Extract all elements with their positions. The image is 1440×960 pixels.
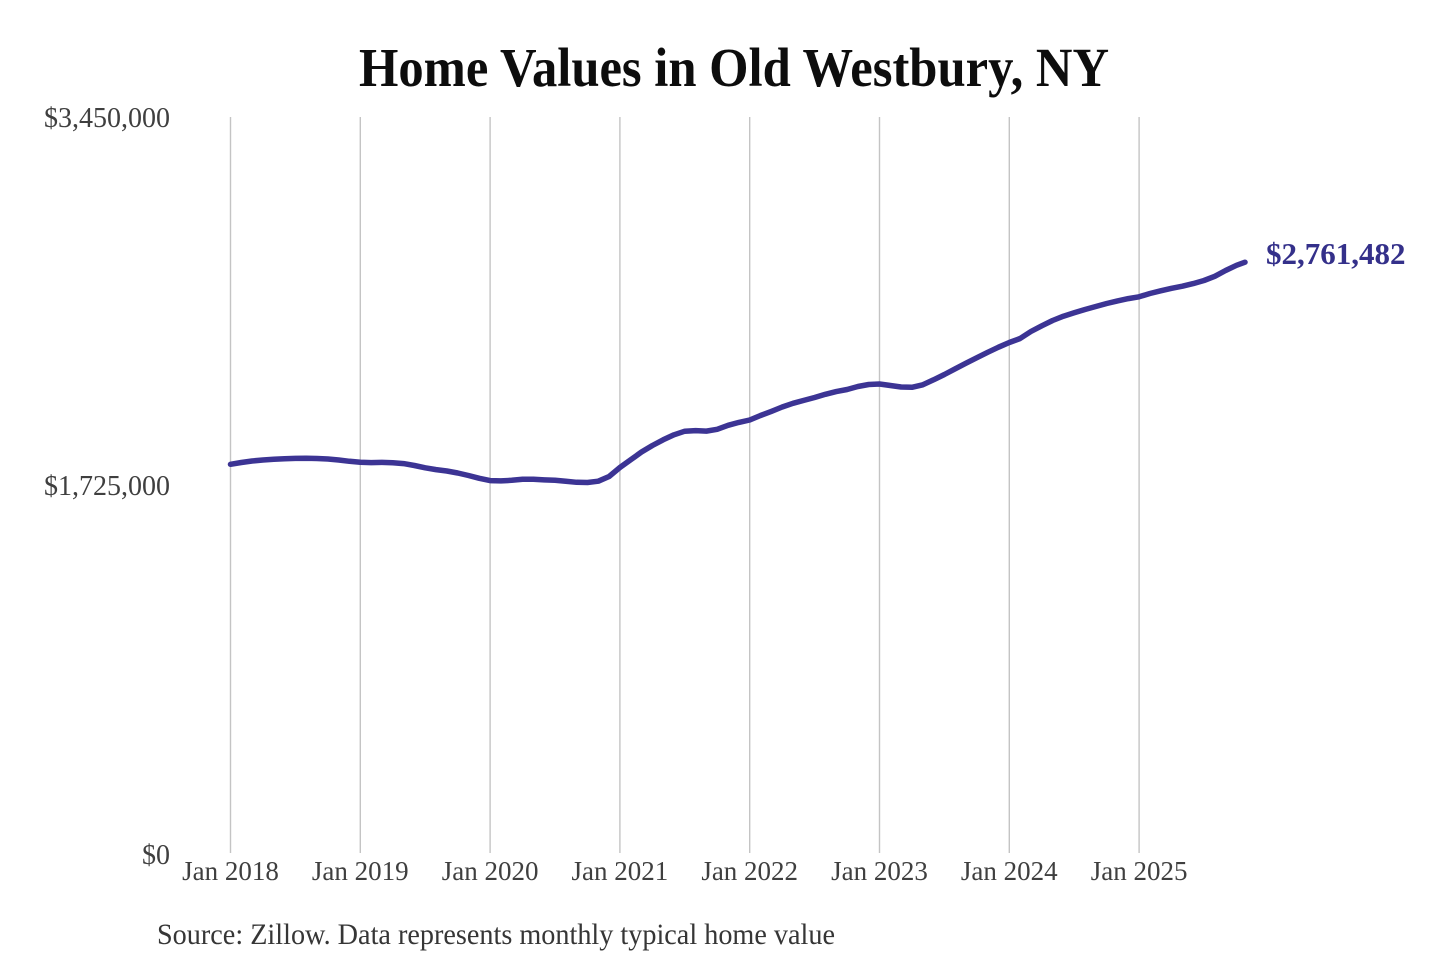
svg-text:Jan 2024: Jan 2024 [961, 856, 1058, 886]
svg-text:Jan 2022: Jan 2022 [701, 856, 798, 886]
svg-text:$3,450,000: $3,450,000 [44, 103, 170, 134]
svg-text:Jan 2021: Jan 2021 [572, 856, 669, 886]
svg-text:Jan 2019: Jan 2019 [312, 856, 409, 886]
svg-text:Jan 2020: Jan 2020 [442, 856, 539, 886]
svg-text:Source: Zillow. Data represent: Source: Zillow. Data represents monthly … [157, 918, 835, 951]
svg-text:Jan 2023: Jan 2023 [831, 856, 928, 886]
svg-text:Home Values in Old Westbury, N: Home Values in Old Westbury, NY [359, 37, 1109, 98]
svg-text:Jan 2025: Jan 2025 [1091, 856, 1188, 886]
svg-text:Jan 2018: Jan 2018 [182, 856, 279, 886]
svg-text:$2,761,482: $2,761,482 [1266, 236, 1406, 271]
svg-text:$1,725,000: $1,725,000 [44, 471, 170, 502]
svg-text:$0: $0 [142, 840, 170, 871]
